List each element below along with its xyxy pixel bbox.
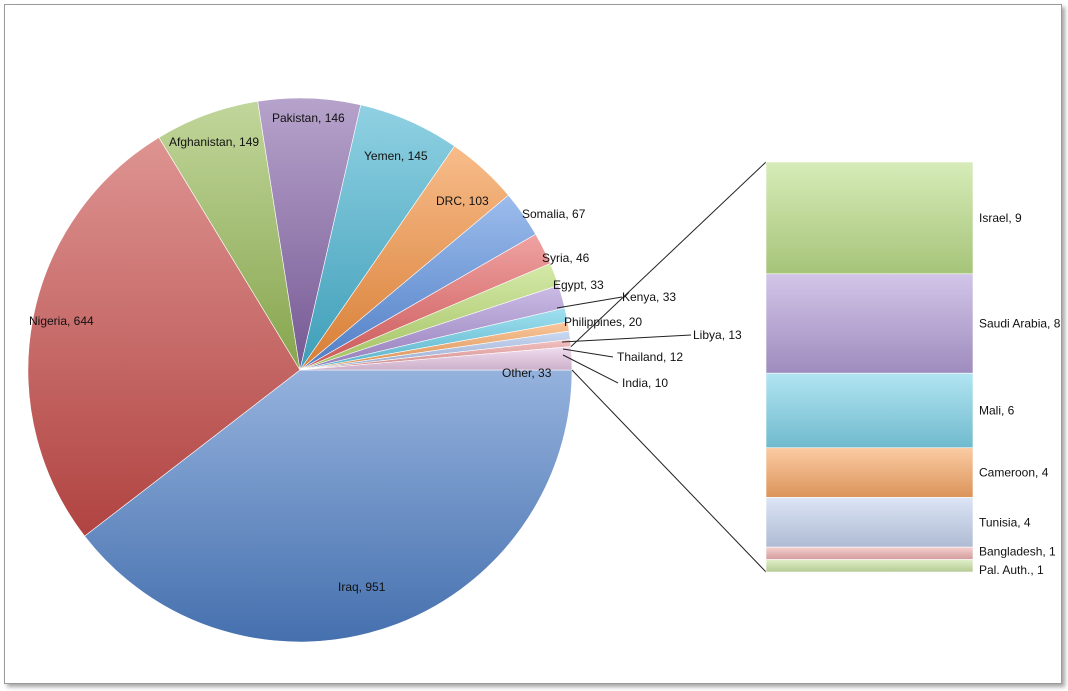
bar-segment-israel [765, 161, 974, 275]
bar-of-pie-chart: Israel, 9 Saudi Arabia, 8 Mali, 6 Cameroon,… [27, 97, 1061, 643]
chart-frame: Israel, 9 Saudi Arabia, 8 Mali, 6 Cameroon,… [4, 4, 1062, 684]
pie-chart [27, 97, 573, 643]
pie-label-kenya: Kenya, 33 [622, 290, 676, 304]
pie-label-somalia: Somalia, 67 [522, 207, 586, 221]
bar-label-tunisia: Tunisia, 4 [979, 515, 1031, 529]
pie-label-nigeria: Nigeria, 644 [29, 314, 94, 328]
bar-segment-pal-auth [765, 559, 974, 573]
connector-top [570, 161, 767, 347]
bar-segment-mali [765, 372, 974, 449]
pie-label-philippines: Philippines, 20 [564, 315, 642, 329]
pie-label-libya: Libya, 13 [693, 328, 742, 342]
bar-label-saudi-arabia: Saudi Arabia, 8 [979, 317, 1061, 331]
pie-label-afghanistan: Afghanistan, 149 [169, 135, 259, 149]
slice-other [299, 346, 573, 371]
stacked-bar: Israel, 9 Saudi Arabia, 8 Mali, 6 Cameroon,… [765, 161, 1061, 577]
bar-segment-cameroon [765, 447, 974, 498]
leader-line-thailand [562, 348, 614, 358]
pie-label-syria: Syria, 46 [542, 251, 590, 265]
pie-label-other: Other, 33 [502, 366, 552, 380]
bar-label-pal-auth: Pal. Auth., 1 [979, 563, 1044, 577]
pie-label-thailand: Thailand, 12 [617, 350, 683, 364]
pie-label-yemen: Yemen, 145 [364, 149, 428, 163]
leader-line-libya [561, 334, 692, 343]
pie-label-pakistan: Pakistan, 146 [272, 111, 345, 125]
leader-line-kenya [556, 296, 623, 309]
connector-lines [570, 161, 767, 573]
bar-segment-saudi-arabia [765, 273, 974, 374]
bar-label-israel: Israel, 9 [979, 211, 1022, 225]
bar-label-mali: Mali, 6 [979, 403, 1015, 417]
slice-nigeria [27, 137, 301, 537]
pie-label-iraq: Iraq, 951 [338, 580, 386, 594]
bar-label-cameroon: Cameroon, 4 [979, 466, 1049, 480]
slice-iraq [84, 369, 573, 643]
bar-segment-tunisia [765, 497, 974, 548]
pie-label-egypt: Egypt, 33 [553, 278, 604, 292]
pie-labels: Iraq, 951 Nigeria, 644 Afghanistan, 149 Pak… [29, 111, 742, 594]
bar-segment-bangladesh [765, 546, 974, 560]
pie-label-india: India, 10 [622, 376, 668, 390]
connector-bottom [571, 369, 767, 573]
pie-label-drc: DRC, 103 [436, 194, 489, 208]
bar-label-bangladesh: Bangladesh, 1 [979, 544, 1056, 558]
leader-line-india [562, 354, 619, 384]
